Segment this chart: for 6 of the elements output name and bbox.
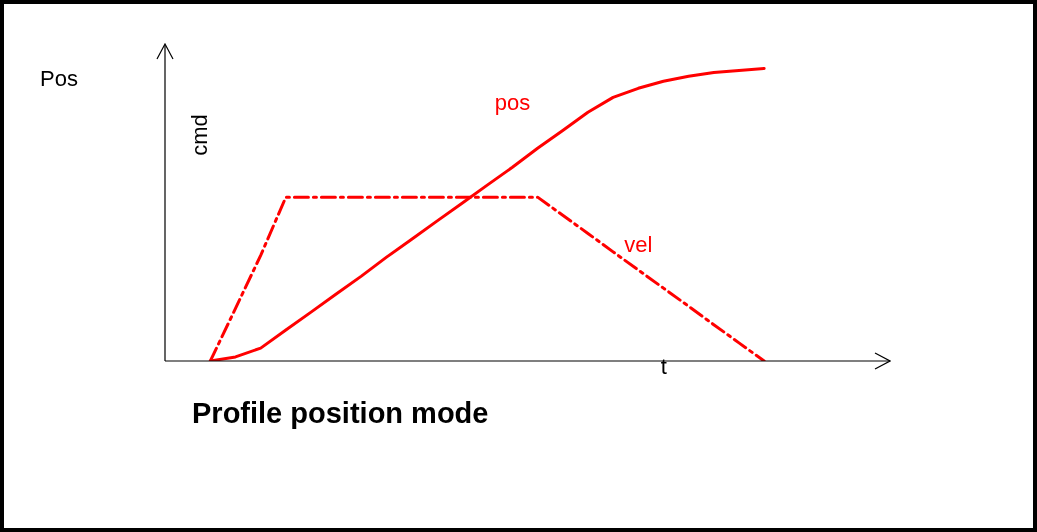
text: Pos — [40, 66, 78, 92]
text: Profile position mode — [192, 397, 489, 429]
y-axis-title: cmd — [187, 114, 213, 156]
x-axis-title: t — [660, 354, 667, 380]
series-label: pos — [494, 90, 531, 116]
series-label: vel — [624, 232, 653, 258]
